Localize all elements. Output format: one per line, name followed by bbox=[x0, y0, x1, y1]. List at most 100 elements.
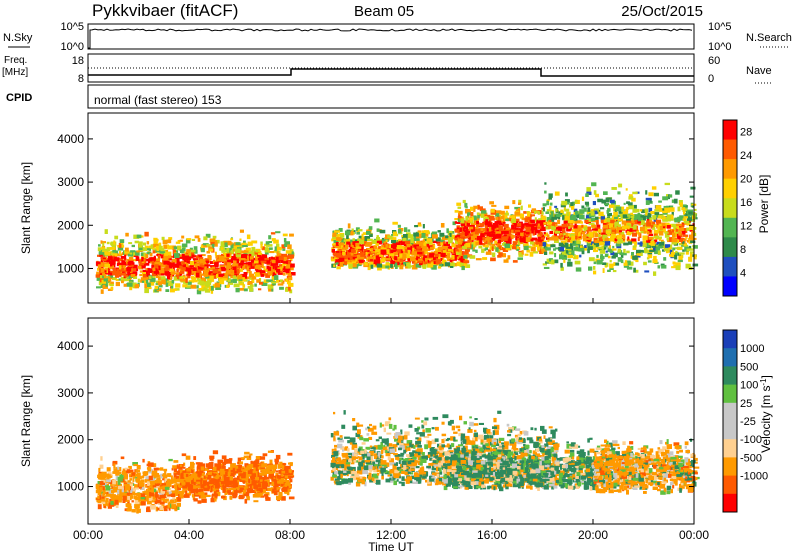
scatter-cell bbox=[203, 245, 207, 248]
scatter-cell bbox=[638, 249, 644, 253]
scatter-cell bbox=[208, 281, 212, 286]
scatter-cell bbox=[277, 283, 284, 286]
scatter-cell bbox=[682, 249, 685, 252]
scatter-cell bbox=[430, 262, 436, 267]
freq-label-line1: Freq. bbox=[4, 55, 27, 66]
scatter-cell bbox=[523, 243, 529, 247]
scatter-cell bbox=[154, 285, 159, 290]
scatter-cell bbox=[627, 241, 633, 245]
scatter-cell bbox=[98, 252, 105, 255]
colorbar-tick-label: 24 bbox=[740, 150, 752, 162]
scatter-cell bbox=[104, 229, 108, 234]
scatter-cell bbox=[276, 268, 281, 273]
scatter-cell bbox=[238, 287, 245, 291]
scatter-cell bbox=[609, 250, 613, 253]
scatter-cell bbox=[650, 241, 655, 246]
scatter-cell bbox=[569, 224, 574, 228]
scatter-cell bbox=[542, 242, 546, 247]
scatter-cell bbox=[259, 261, 264, 265]
scatter-cell bbox=[585, 203, 590, 207]
scatter-cell bbox=[417, 222, 422, 225]
scatter-cell bbox=[232, 482, 239, 488]
scatter-cell bbox=[257, 483, 262, 488]
scatter-cell bbox=[249, 453, 253, 456]
scatter-cell bbox=[179, 270, 185, 274]
scatter-cell bbox=[568, 247, 572, 252]
scatter-cell bbox=[575, 199, 578, 204]
scatter-cell bbox=[209, 455, 215, 459]
scatter-cell bbox=[485, 228, 491, 231]
scatter-cell bbox=[484, 214, 491, 220]
scatter-cell bbox=[171, 485, 175, 489]
scatter-cell bbox=[600, 216, 605, 220]
scatter-cell bbox=[180, 482, 183, 486]
scatter-cell bbox=[526, 249, 530, 253]
scatter-cell bbox=[275, 470, 279, 473]
scatter-cell bbox=[411, 264, 418, 270]
scatter-cell bbox=[459, 262, 463, 268]
scatter-cell bbox=[271, 288, 274, 292]
scatter-cell bbox=[665, 224, 669, 229]
scatter-cell bbox=[544, 247, 551, 251]
scatter-cell bbox=[568, 251, 572, 255]
scatter-cell bbox=[646, 215, 650, 219]
scatter-cell bbox=[213, 471, 218, 475]
scatter-cell bbox=[388, 244, 393, 249]
scatter-cell bbox=[405, 253, 410, 257]
scatter-cell bbox=[243, 272, 248, 275]
scatter-cell bbox=[238, 278, 243, 281]
scatter-cell bbox=[648, 207, 653, 213]
scatter-cell bbox=[565, 232, 568, 236]
scatter-cell bbox=[489, 239, 494, 243]
scatter-cell bbox=[599, 207, 605, 210]
scatter-cell bbox=[527, 215, 532, 220]
scatter-cell bbox=[331, 258, 336, 262]
scatter-cell bbox=[537, 234, 540, 237]
scatter-cell bbox=[693, 245, 698, 249]
scatter-cell bbox=[146, 279, 149, 284]
scatter-cell bbox=[233, 283, 240, 288]
scatter-cell bbox=[136, 465, 141, 470]
scatter-cell bbox=[121, 487, 124, 493]
scatter-cell bbox=[528, 204, 532, 208]
scatter-cell bbox=[607, 269, 611, 272]
scatter-cell bbox=[634, 219, 640, 225]
scatter-cell bbox=[400, 245, 405, 249]
scatter-cell bbox=[129, 483, 133, 487]
scatter-cell bbox=[347, 223, 351, 229]
scatter-cell bbox=[135, 496, 139, 501]
scatter-cell bbox=[671, 223, 678, 228]
scatter-cell bbox=[686, 227, 691, 231]
scatter-cell bbox=[142, 458, 145, 463]
scatter-cell bbox=[560, 209, 564, 213]
scatter-cell bbox=[543, 266, 550, 269]
scatter-cell bbox=[95, 484, 101, 489]
scatter-cell bbox=[335, 242, 339, 246]
scatter-cell bbox=[617, 191, 621, 195]
scatter-cell bbox=[136, 509, 139, 514]
scatter-cell bbox=[203, 287, 206, 291]
scatter-cell bbox=[261, 270, 266, 275]
scatter-cell bbox=[484, 244, 489, 248]
scatter-cell bbox=[183, 279, 187, 284]
scatter-cell bbox=[587, 246, 593, 250]
scatter-cell bbox=[681, 207, 686, 211]
scatter-cell bbox=[118, 483, 122, 488]
scatter-cell bbox=[236, 269, 240, 274]
scatter-cell bbox=[414, 237, 420, 241]
scatter-cell bbox=[128, 256, 134, 261]
scatter-cell bbox=[567, 254, 573, 259]
scatter-cell bbox=[658, 238, 662, 241]
scatter-cell bbox=[597, 229, 602, 233]
scatter-cell bbox=[646, 222, 652, 227]
scatter-cell bbox=[172, 465, 177, 469]
scatter-cell bbox=[673, 239, 678, 242]
scatter-cell bbox=[394, 256, 398, 261]
scatter-cell bbox=[148, 282, 155, 286]
scatter-cell bbox=[195, 272, 200, 278]
scatter-cell bbox=[566, 201, 570, 205]
scatter-cell bbox=[161, 236, 165, 241]
scatter-cell bbox=[174, 253, 180, 258]
scatter-cell bbox=[390, 263, 393, 268]
scatter-cell bbox=[140, 485, 144, 490]
